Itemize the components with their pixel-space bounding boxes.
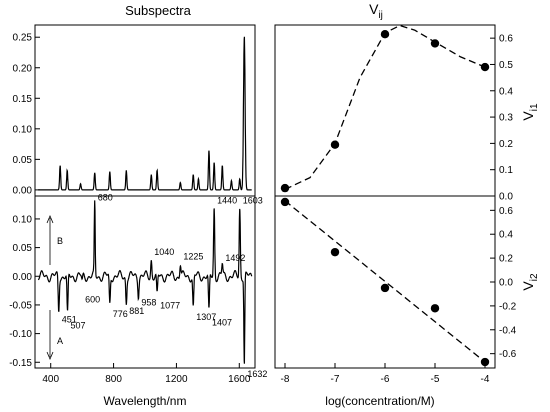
concentration-xtick-label: -4 — [481, 374, 490, 385]
vi1-ytick-label: 0.3 — [499, 113, 513, 124]
subspectrum-2-ytick-label: -0.10 — [9, 329, 32, 340]
vi2-data-point — [430, 304, 440, 313]
subspectrum-1-ytick-label: 0.10 — [13, 124, 33, 135]
vi2-label-sub: i2 — [529, 273, 540, 281]
vij-title: Vij — [369, 1, 383, 21]
subspectrum-1-ytick-label: 0.05 — [13, 155, 33, 166]
x-axis-label-concentration: log(concentration/M) — [325, 394, 434, 408]
vi1-ytick-label: 0.5 — [499, 60, 513, 71]
subspectrum-1-line — [38, 36, 252, 191]
vi1-data-point — [430, 39, 440, 48]
vi2-data-point — [480, 357, 490, 367]
wavelength-xtick-label: 1200 — [165, 374, 188, 385]
vi2-ytick-label: -0.2 — [499, 301, 517, 312]
vi1-data-point — [480, 62, 490, 72]
peak-label: 1632 — [247, 369, 267, 379]
subspectrum-1-ytick-label: 0.00 — [13, 185, 33, 196]
concentration-xtick-label: -8 — [281, 374, 290, 385]
arrow-b-label: B — [57, 236, 63, 246]
subspectrum-1-ytick-label: 0.25 — [13, 33, 33, 44]
peak-label: 1225 — [183, 252, 203, 262]
peak-label: 1040 — [154, 247, 174, 257]
peak-label: 881 — [129, 306, 144, 316]
vij-title-main: V — [369, 1, 379, 17]
arrow-a-head — [46, 351, 54, 361]
vi1-panel: 0.0 0.1 0.2 0.3 0.4 0.5 0.6 — [280, 24, 513, 203]
vi1-axis-label: Vi1 — [520, 103, 540, 121]
vi1-ytick-label: 0.1 — [499, 165, 513, 176]
peak-label: 451 — [62, 315, 77, 325]
x-axis-label-wavelength: Wavelength/nm — [104, 394, 187, 408]
vi2-ytick-label: 0.6 — [499, 206, 513, 217]
vi1-label-main: V — [520, 111, 536, 121]
peak-label: 1440 — [217, 195, 237, 205]
subspectrum-2-ytick-label: 0.05 — [13, 243, 33, 254]
concentration-xtick-label: -7 — [331, 374, 340, 385]
peak-label: 1407 — [212, 318, 232, 328]
peak-label: 958 — [141, 297, 156, 307]
peak-label: 1492 — [225, 253, 245, 263]
vi2-ytick-label: -0.6 — [499, 349, 517, 360]
vij-title-sub: ij — [378, 10, 382, 21]
vi2-panel: -0.6 -0.4 -0.2 0.0 0.2 0.4 0.6 -8 -7 -6 -5 -4 — [280, 197, 517, 385]
vi2-label-main: V — [520, 281, 536, 291]
peak-label: 1603 — [243, 195, 263, 205]
concentration-xtick-label: -5 — [431, 374, 440, 385]
vi1-data-point — [380, 30, 390, 39]
vi2-ytick-label: 0.2 — [499, 254, 513, 265]
wavelength-xtick-label: 400 — [42, 374, 59, 385]
vi2-axis-label: Vi2 — [520, 273, 540, 291]
vi2-data-point — [380, 283, 390, 293]
vi1-fit-curve — [284, 24, 486, 190]
vi2-ytick-label: 0.4 — [499, 230, 513, 241]
vi1-ytick-label: 0.2 — [499, 139, 513, 150]
vi1-ytick-label: 0.0 — [499, 192, 513, 203]
bottom-subspectrum-panel: -0.15 -0.10 -0.05 0.00 0.05 0.10 400 800 1200 160… — [9, 193, 267, 385]
subspectrum-1-ytick-label: 0.15 — [13, 94, 33, 105]
subspectrum-2-ytick-label: -0.05 — [9, 300, 32, 311]
top-subspectrum-panel: 0.00 0.05 0.10 0.15 0.20 0.25 — [13, 33, 252, 196]
subspectrum-1-ytick-label: 0.20 — [13, 63, 33, 74]
peak-label: 680 — [98, 193, 113, 203]
vi1-label-sub: i1 — [529, 103, 540, 111]
arrow-a-label: A — [57, 336, 63, 346]
peak-label: 600 — [85, 295, 100, 305]
peak-label: 776 — [113, 309, 128, 319]
vi2-fit-curve — [284, 200, 486, 363]
vi1-data-point — [280, 183, 290, 193]
subspectrum-2-ytick-label: 0.00 — [13, 272, 33, 283]
vi1-data-point — [330, 140, 340, 149]
vi2-ytick-label: 0.0 — [499, 278, 513, 289]
vi2-data-point — [330, 247, 340, 257]
arrow-b-head — [46, 214, 54, 224]
vi2-ytick-label: -0.4 — [499, 325, 517, 336]
subspectra-title: Subspectra — [125, 3, 192, 18]
subspectrum-2-ytick-label: 0.10 — [13, 214, 33, 225]
wavelength-xtick-label: 1600 — [228, 374, 251, 385]
vi1-ytick-label: 0.6 — [499, 34, 513, 45]
concentration-xtick-label: -6 — [381, 374, 390, 385]
subspectrum-2-line — [37, 200, 253, 364]
vi2-data-point — [280, 197, 290, 207]
vi1-ytick-label: 0.4 — [499, 86, 513, 97]
peak-label: 507 — [71, 320, 86, 330]
peak-label: 1077 — [160, 300, 180, 310]
peak-label: 1307 — [196, 312, 216, 322]
subspectrum-2-ytick-label: -0.15 — [9, 358, 32, 369]
wavelength-xtick-label: 800 — [105, 374, 122, 385]
